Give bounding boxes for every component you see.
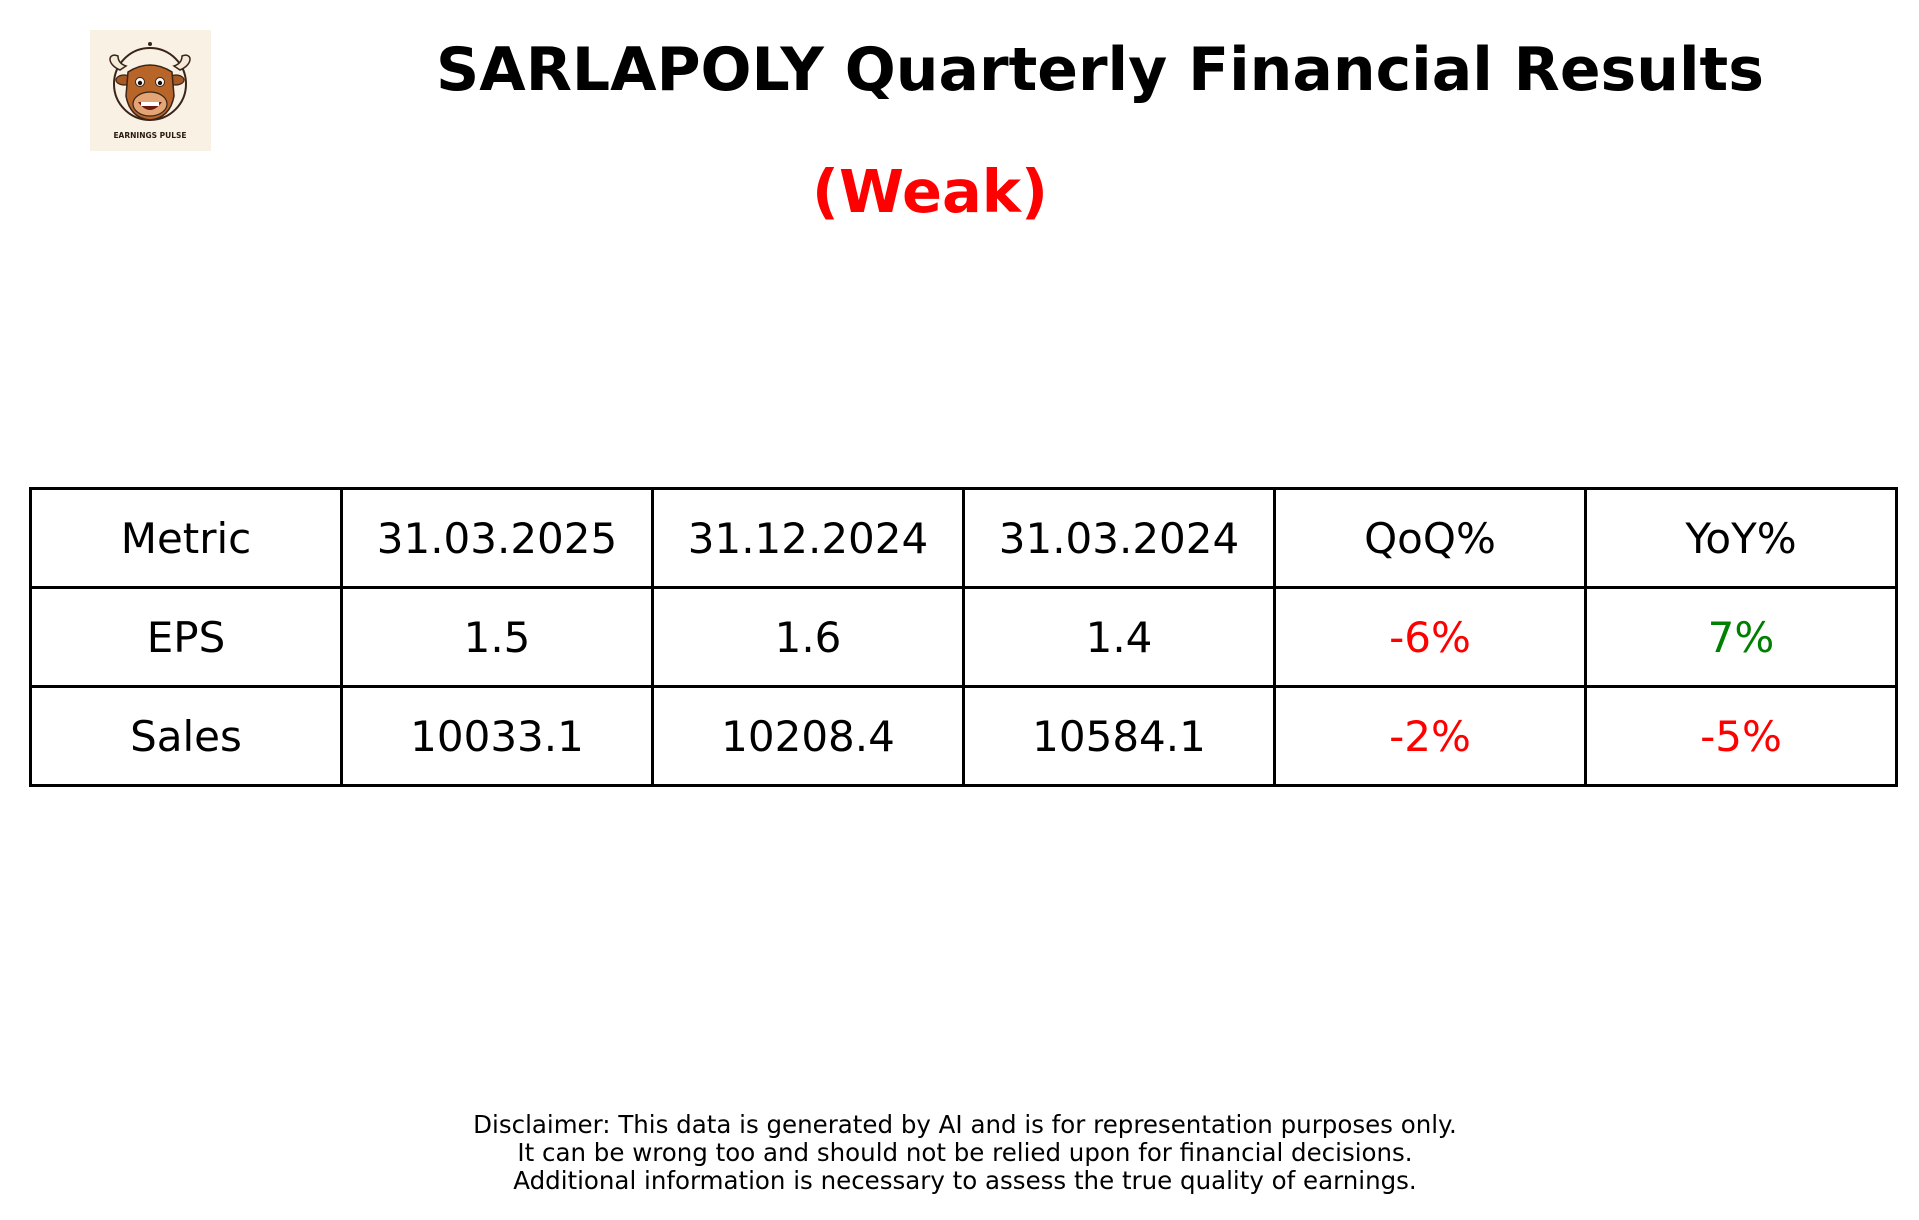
table-cell: 10033.1 — [340, 685, 654, 787]
table-row: EPS 1.5 1.6 1.4 -6% 7% — [29, 586, 1898, 688]
table-cell: 1.6 — [651, 586, 965, 688]
column-header: YoY% — [1584, 487, 1898, 589]
column-header: 31.12.2024 — [651, 487, 965, 589]
table-cell: -2% — [1273, 685, 1587, 787]
metric-label: Sales — [29, 685, 343, 787]
column-header: 31.03.2025 — [340, 487, 654, 589]
table-header-row: Metric 31.03.2025 31.12.2024 31.03.2024 QoQ%… — [29, 487, 1898, 589]
metric-label: EPS — [29, 586, 343, 688]
disclaimer-line: It can be wrong too and should not be re… — [517, 1138, 1413, 1167]
page-title: SARLAPOLY Quarterly Financial Results — [436, 35, 1764, 105]
column-header: 31.03.2024 — [962, 487, 1276, 589]
table-cell: 7% — [1584, 586, 1898, 688]
logo: EARNINGS PULSE — [90, 30, 211, 151]
rating-label: (Weak) — [812, 157, 1048, 226]
bull-face-icon: EARNINGS PULSE — [109, 42, 191, 140]
table-cell: 1.5 — [340, 586, 654, 688]
table-cell: 1.4 — [962, 586, 1276, 688]
logo-text: EARNINGS PULSE — [113, 131, 186, 140]
table-cell: 10584.1 — [962, 685, 1276, 787]
disclaimer: Disclaimer: This data is generated by AI… — [340, 1111, 1590, 1195]
disclaimer-line: Additional information is necessary to a… — [513, 1166, 1417, 1195]
disclaimer-line: Disclaimer: This data is generated by AI… — [473, 1110, 1457, 1139]
table-cell: -6% — [1273, 586, 1587, 688]
table-cell: 10208.4 — [651, 685, 965, 787]
table-row: Sales 10033.1 10208.4 10584.1 -2% -5% — [29, 685, 1898, 787]
results-table: Metric 31.03.2025 31.12.2024 31.03.2024 QoQ%… — [29, 487, 1898, 787]
column-header: QoQ% — [1273, 487, 1587, 589]
table-cell: -5% — [1584, 685, 1898, 787]
column-header: Metric — [29, 487, 343, 589]
